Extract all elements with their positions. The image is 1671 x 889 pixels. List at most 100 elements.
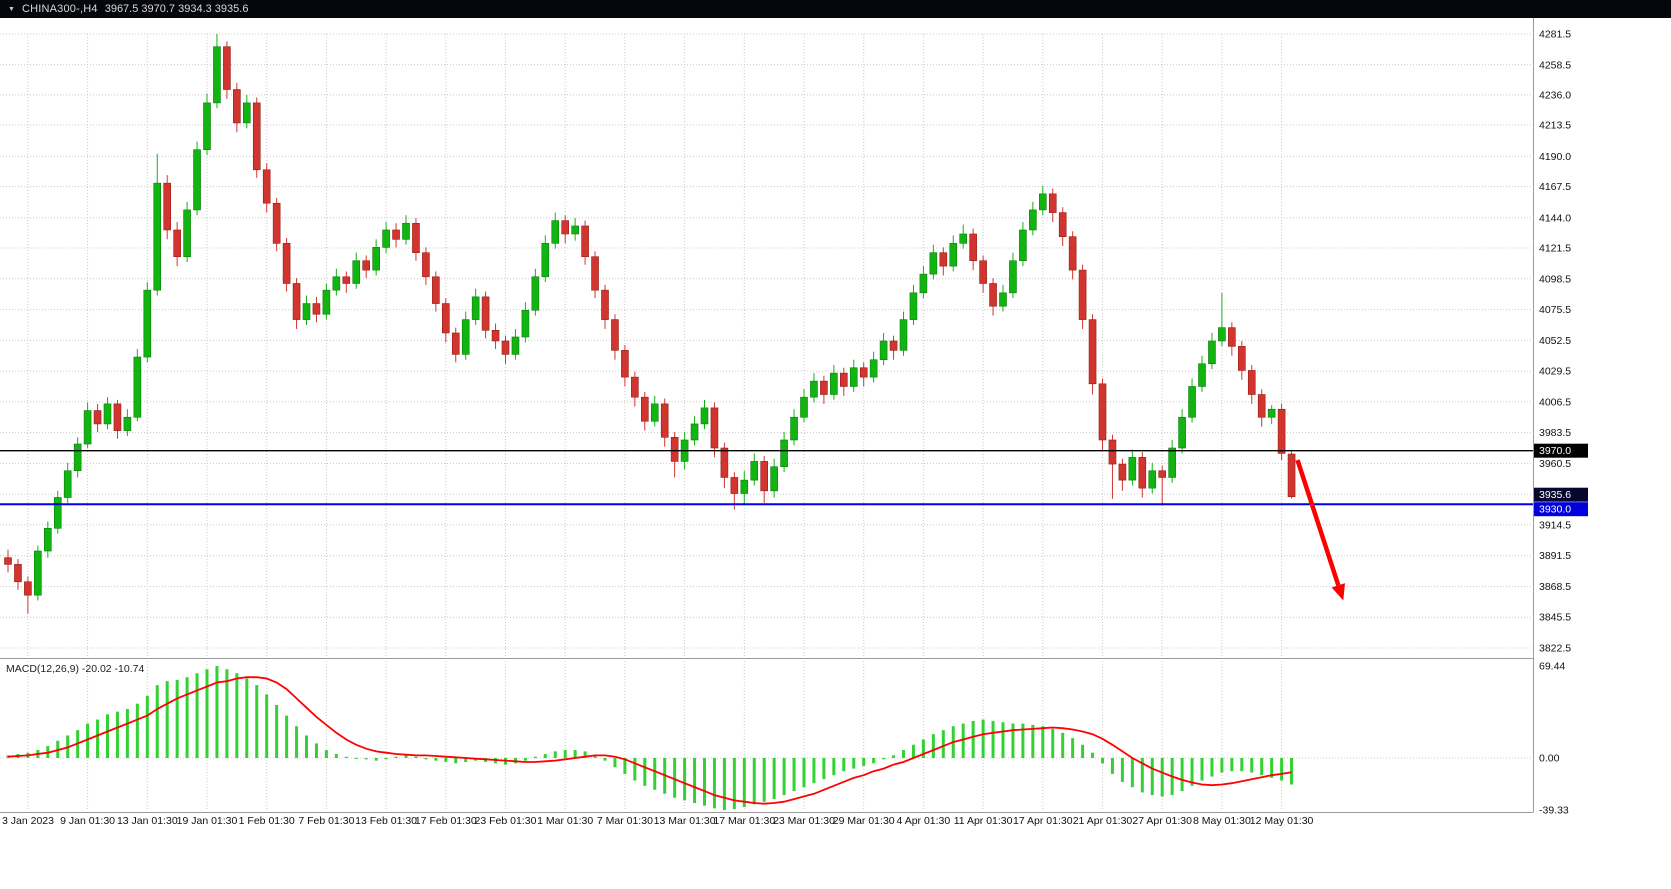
candle	[760, 456, 769, 503]
candle	[849, 359, 858, 392]
collapse-triangle-icon[interactable]: ▼	[8, 5, 15, 13]
candle	[929, 244, 938, 280]
candle	[332, 268, 341, 296]
svg-text:4167.5: 4167.5	[1539, 181, 1571, 193]
candle	[34, 545, 42, 601]
down-arrow-annotation[interactable]	[1295, 459, 1345, 601]
candle	[899, 311, 908, 356]
svg-text:4190.0: 4190.0	[1539, 151, 1571, 163]
candle	[511, 328, 520, 360]
candlestick-chart-canvas[interactable]: 4281.5 4258.5 4236.0 4213.5 4190.0 4167.5 4144…	[0, 18, 1671, 889]
candle	[690, 415, 699, 446]
svg-text:3935.6: 3935.6	[1539, 489, 1571, 501]
candle	[441, 298, 450, 343]
candle	[1138, 452, 1147, 498]
svg-text:3845.5: 3845.5	[1539, 612, 1571, 624]
candle	[113, 399, 122, 439]
date-label: 17 Apr 01:30	[1013, 815, 1073, 827]
candle	[810, 373, 818, 403]
candle	[1178, 409, 1186, 454]
candle	[461, 311, 470, 360]
date-label: 13 Mar 01:30	[654, 815, 716, 827]
svg-text:3960.5: 3960.5	[1539, 458, 1571, 470]
date-label: 1 Mar 01:30	[537, 815, 593, 827]
date-label: 23 Feb 01:30	[475, 815, 537, 827]
svg-text:4121.5: 4121.5	[1539, 243, 1571, 255]
candle	[621, 345, 629, 387]
candle	[342, 271, 351, 293]
candle	[601, 284, 609, 329]
candle	[561, 215, 570, 244]
candle	[1088, 314, 1097, 395]
candle	[233, 82, 241, 133]
candle	[243, 94, 251, 129]
candle	[1058, 207, 1067, 247]
candle	[551, 212, 560, 249]
candle	[800, 389, 808, 423]
candle	[521, 302, 530, 343]
svg-text:3970.0: 3970.0	[1539, 445, 1571, 457]
date-label: 7 Mar 01:30	[597, 815, 653, 827]
candle	[999, 284, 1007, 312]
candle	[1247, 365, 1256, 404]
svg-text:3891.5: 3891.5	[1539, 550, 1571, 562]
candle	[392, 223, 400, 248]
candle	[362, 255, 371, 279]
grid	[0, 33, 1533, 811]
date-label: 8 May 01:30	[1193, 815, 1251, 827]
candle	[422, 247, 430, 285]
candle	[1287, 449, 1296, 499]
candle	[1128, 449, 1137, 486]
date-label: 7 Feb 01:30	[298, 815, 354, 827]
candle	[1188, 378, 1196, 423]
candle	[203, 93, 211, 156]
candle	[949, 235, 958, 272]
symbol-timeframe-label: CHINA300-,H4	[21, 3, 98, 15]
svg-text:3914.5: 3914.5	[1539, 519, 1571, 531]
candle	[412, 217, 420, 261]
candle	[1267, 405, 1276, 424]
svg-text:3983.5: 3983.5	[1539, 427, 1571, 439]
candle	[481, 291, 490, 339]
candle	[24, 576, 32, 614]
candle	[1078, 264, 1087, 329]
candle	[1148, 462, 1157, 494]
svg-text:69.44: 69.44	[1539, 661, 1565, 673]
candle	[173, 221, 181, 267]
candle	[93, 403, 102, 432]
candle	[1019, 221, 1027, 267]
candle	[969, 228, 977, 271]
candle	[143, 282, 152, 363]
svg-text:3868.5: 3868.5	[1539, 581, 1571, 593]
candle	[750, 453, 759, 486]
candle	[352, 252, 361, 289]
candle	[1238, 341, 1246, 380]
svg-text:4281.5: 4281.5	[1539, 29, 1571, 41]
candle	[73, 437, 82, 478]
candle	[501, 335, 510, 364]
candle	[4, 549, 12, 573]
candle	[531, 268, 540, 316]
candle	[123, 409, 132, 436]
candle	[820, 375, 828, 404]
macd-signal-line	[7, 676, 1292, 805]
ohlc-quote-label: 3967.5 3970.7 3934.3 3935.6	[104, 3, 249, 15]
candle	[710, 402, 719, 458]
candle	[909, 284, 918, 325]
candle	[1158, 465, 1166, 506]
date-label: 17 Feb 01:30	[415, 815, 477, 827]
candle	[939, 247, 948, 276]
candle	[770, 458, 778, 498]
svg-text:4029.5: 4029.5	[1539, 366, 1571, 378]
candle	[183, 201, 191, 263]
candle	[989, 278, 997, 316]
candle	[1277, 403, 1286, 461]
candle	[282, 237, 291, 292]
candle	[1009, 252, 1017, 299]
candle	[541, 235, 550, 283]
candle	[700, 399, 709, 430]
candle	[302, 295, 311, 325]
price-tag-current: 3935.6	[1534, 487, 1588, 502]
